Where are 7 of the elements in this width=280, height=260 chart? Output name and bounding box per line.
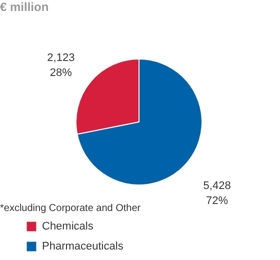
legend-label: Pharmaceuticals <box>42 240 124 252</box>
data-label: 5,428 72% <box>203 180 231 208</box>
text: *excluding Corporate and Other <box>0 203 142 214</box>
pie-slice <box>76 58 202 186</box>
legend-label: Chemicals <box>42 220 94 232</box>
data-label: 2,123 28% <box>47 52 75 79</box>
chart-title: € million <box>0 0 49 14</box>
